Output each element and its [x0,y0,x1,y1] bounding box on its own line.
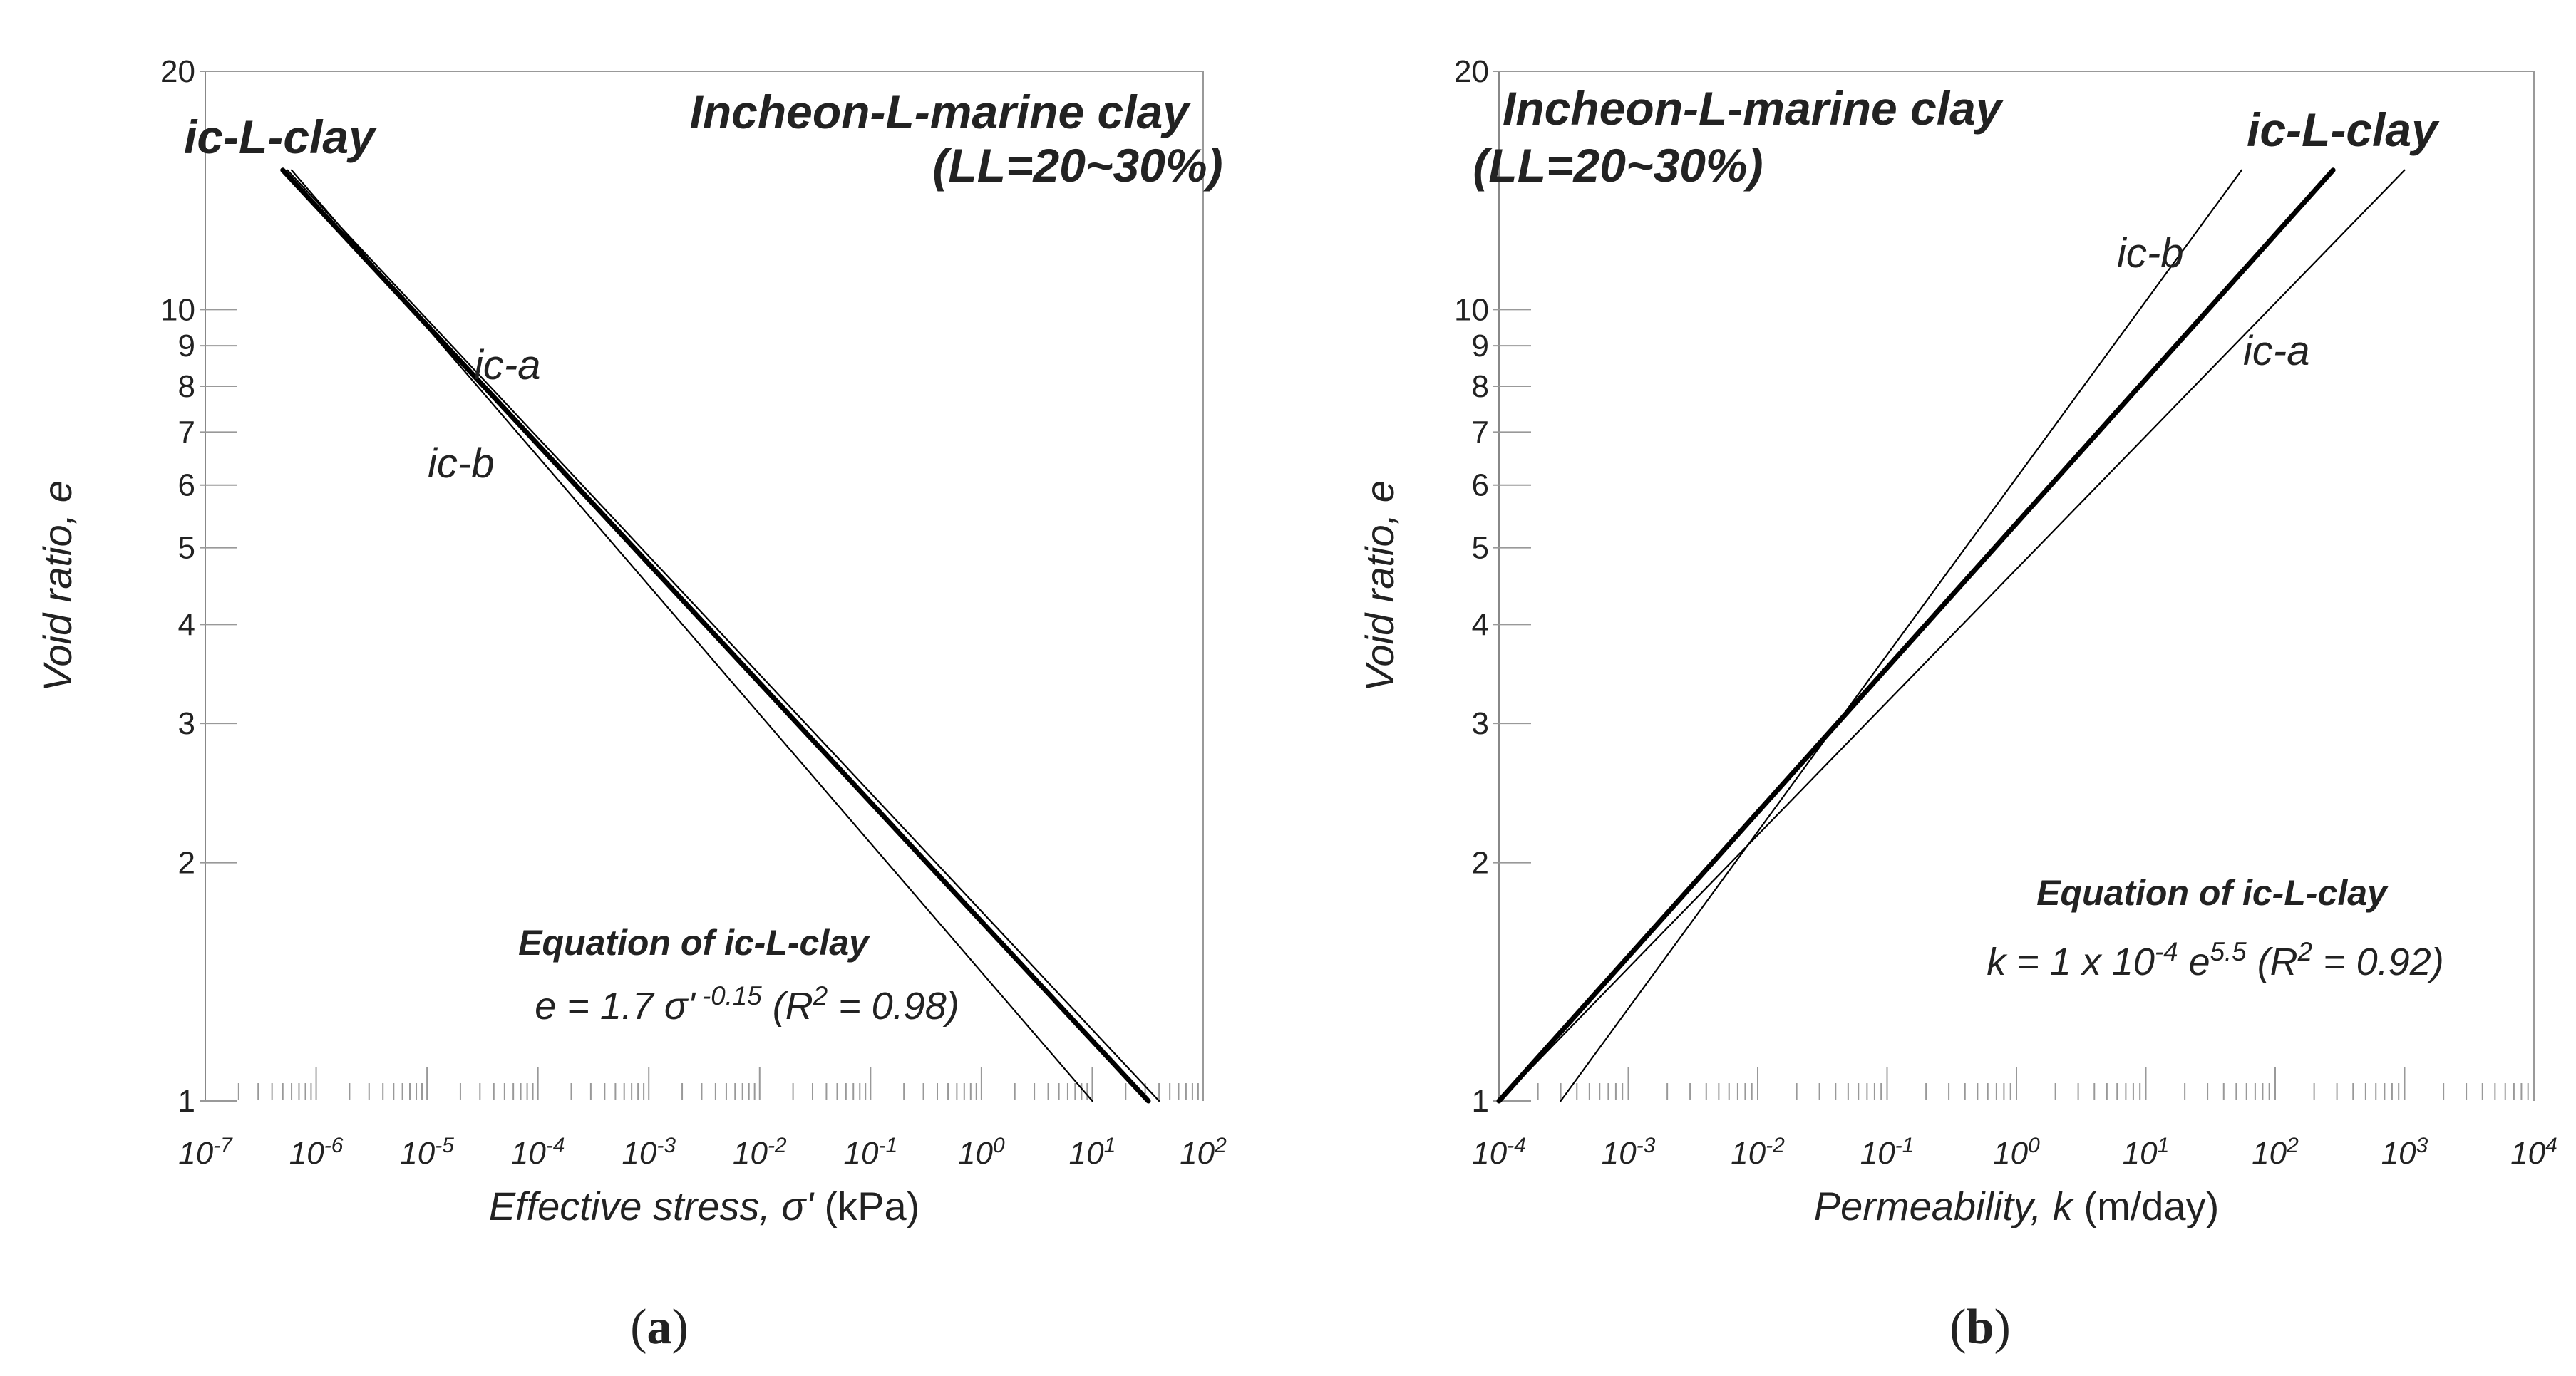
x-tick-label: 101 [2123,1134,2170,1171]
series-line-ic-b [1560,169,2242,1102]
x-tick-label: 10-7 [178,1134,233,1171]
y-tick-label: 1 [178,1084,195,1119]
x-tick-label: 10-1 [1860,1134,1915,1171]
y-tick-label: 1 [1472,1084,1489,1119]
y-tick-label: 2 [178,846,195,881]
series-line-ic-b [290,169,1093,1102]
panel-label: (b) [1949,1300,2011,1355]
series-line-ic-L-clay [280,167,1151,1104]
y-tick-label: 9 [1472,329,1489,363]
y-tick-label: 9 [178,329,195,363]
y-tick-label: 4 [1472,607,1489,642]
y-tick-label: 6 [178,468,195,503]
y-tick-label: 8 [178,369,195,404]
x-tick-label: 100 [1993,1134,2040,1171]
series-label-ic-L-clay: ic-L-clay [2247,103,2440,156]
series-line-ic-a [287,169,1160,1102]
series-label-ic-a: ic-a [2243,328,2309,374]
x-tick-label: 100 [958,1134,1005,1171]
x-tick-label: 10-2 [1731,1134,1785,1171]
y-tick-label: 6 [1472,468,1489,503]
chart-title: Incheon-L-marine clay [1503,82,2004,135]
chart-subtitle: (LL=20~30%) [932,139,1222,192]
series-label-ic-b: ic-b [428,440,494,487]
y-tick-label: 8 [1472,369,1489,404]
y-tick-label: 10 [160,292,195,327]
x-tick-label: 10-4 [1472,1134,1526,1171]
x-tick-label: 10-6 [289,1134,344,1171]
x-tick-label: 103 [2381,1134,2428,1171]
y-axis-title: Void ratio, e [1357,480,1402,692]
series-label-ic-b: ic-b [2117,230,2183,276]
y-tick-label: 4 [178,607,195,642]
chart-subtitle: (LL=20~30%) [1473,139,1763,192]
equation-text: k = 1 x 10-4 e5.5 (R2 = 0.92) [1987,937,2443,984]
chart-panel-b: 1 2 3 4 5 6 7 8 910 20 10-4 10-3 10-2 10-1 100 101 102 10… [1357,54,2557,1355]
series-label-ic-L-clay: ic-L-clay [184,110,377,163]
y-tick-label: 7 [1472,415,1489,450]
equation-text: e = 1.7 σ' -0.15 (R2 = 0.98) [535,981,959,1028]
series-label-ic-a: ic-a [474,342,540,388]
x-tick-label: 10-4 [511,1134,565,1171]
x-tick-label: 102 [2252,1134,2299,1171]
x-tick-label: 10-5 [400,1134,454,1171]
y-tick-label: 2 [1472,846,1489,881]
y-tick-label: 10 [1454,292,1489,327]
y-tick-label: 20 [160,54,195,89]
x-axis-title: Effective stress, σ' (kPa) [489,1184,920,1228]
equation-title: Equation of ic-L-clay [518,923,870,963]
y-tick-label: 5 [1472,531,1489,566]
y-tick-label: 3 [178,706,195,741]
y-tick-label: 3 [1472,706,1489,741]
series-line-ic-a [1498,169,2406,1102]
y-tick-label: 5 [178,531,195,566]
x-tick-label: 10-3 [1602,1134,1656,1171]
y-axis-title: Void ratio, e [35,480,80,692]
x-tick-label: 104 [2510,1134,2557,1171]
chart-panel-a: 1 2 3 4 5 6 7 8 910 20 10-7 10-6 10-5 10-4 10-3 10-2 10-… [35,54,1227,1355]
x-tick-label: 10-3 [622,1134,676,1171]
series-line-ic-L-clay [1496,167,2336,1104]
chart-title: Incheon-L-marine clay [689,86,1191,138]
x-tick-label: 10-1 [844,1134,898,1171]
equation-title: Equation of ic-L-clay [2036,873,2389,913]
panel-label: (a) [630,1300,689,1355]
x-tick-label: 101 [1069,1134,1116,1171]
x-tick-label: 10-2 [733,1134,787,1171]
x-tick-label: 102 [1180,1134,1227,1171]
x-axis-title: Permeability, k (m/day) [1814,1184,2219,1228]
y-tick-label: 7 [178,415,195,450]
y-tick-label: 20 [1454,54,1489,89]
